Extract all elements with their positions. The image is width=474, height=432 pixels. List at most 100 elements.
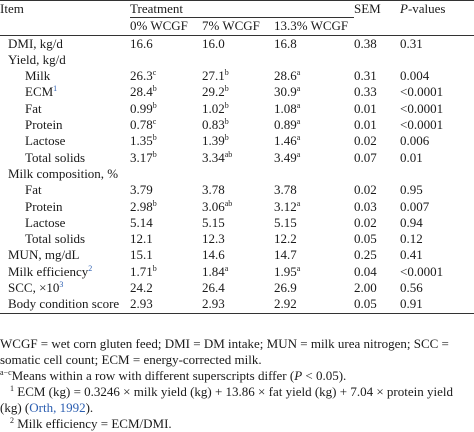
footnote-1-cont-after: ). (85, 400, 94, 415)
value-text: 2.98 (130, 198, 153, 214)
significance-superscript: b (224, 100, 229, 110)
value-text: 0.89 (274, 117, 297, 133)
value-text: 1.46 (274, 133, 297, 149)
value-text: 0.78 (130, 117, 153, 133)
sem-cell: 0.02 (354, 133, 377, 149)
value-cell: 3.78 (274, 182, 354, 198)
table-row: Fat 0.99b 1.02b 1.08a 0.01 <0.0001 (0, 101, 474, 117)
significance-superscript: a (296, 263, 301, 273)
value-cell: 3.79 (130, 182, 202, 198)
header-col-0: 0% WCGF (130, 17, 202, 36)
value-text: 1.95 (274, 263, 297, 279)
value-cell: 12.1 (130, 231, 202, 247)
header-col-2: 13.3% WCGF (274, 17, 354, 36)
value-cell: 1.39b (202, 133, 274, 149)
significance-superscript: b (224, 117, 229, 127)
value-text: 27.1 (202, 68, 225, 84)
value-text: 2.92 (274, 296, 297, 312)
value-cell (202, 52, 274, 68)
value-cell: 3.78 (202, 182, 274, 198)
row-label: SCC, ×103 (0, 280, 130, 296)
row-label: Total solids (0, 150, 130, 166)
significance-superscript: ab (224, 149, 233, 159)
sem-cell: 0.07 (354, 149, 377, 165)
value-text: 1.35 (130, 133, 153, 149)
sem-cell: 0.31 (354, 68, 377, 84)
value-text: 28.4 (130, 84, 153, 100)
row-label: Protein (0, 199, 130, 215)
row-label-text: Milk efficiency (8, 263, 89, 279)
row-label: Fat (0, 182, 130, 198)
value-text: 3.49 (274, 149, 297, 165)
value-text: 12.1 (130, 231, 153, 247)
pvalue-cell: 0.006 (400, 133, 430, 149)
significance-superscript: b (224, 68, 229, 78)
row-label-text: Lactose (25, 214, 66, 230)
table-row: Milk 26.3c 27.1b 28.6a 0.31 0.004 (0, 68, 474, 84)
value-text: 26.9 (274, 280, 297, 296)
value-text: 12.3 (202, 231, 225, 247)
value-text: 0.83 (202, 117, 225, 133)
row-label-footnote-marker[interactable]: 1 (53, 84, 58, 94)
abbrev-note-line-2: somatic cell count; ECM = energy-correct… (0, 352, 262, 367)
orth-1992-citation-link[interactable]: Orth, 1992 (29, 400, 86, 415)
value-text: 3.79 (130, 182, 153, 198)
row-label-text: ECM (25, 84, 54, 100)
value-cell: 16.0 (202, 35, 274, 52)
table-row: Protein 2.98b 3.06ab 3.12a 0.03 0.007 (0, 199, 474, 215)
row-label-text: Fat (25, 100, 42, 116)
header-row-1: Item Treatment SEM P-values (0, 0, 474, 19)
footnote-1-text: ECM (kg) = 0.3246 × milk yield (kg) + 13… (17, 384, 453, 399)
value-text: 1.71 (130, 263, 153, 279)
value-cell: 28.4b (130, 84, 202, 100)
value-cell: 29.2b (202, 84, 274, 100)
value-cell: 2.92 (274, 296, 354, 314)
value-cell: 30.9a (274, 84, 354, 100)
value-text: 12.2 (274, 231, 297, 247)
value-text: 16.6 (130, 35, 153, 51)
value-cell: 27.1b (202, 68, 274, 84)
table-row: Milk efficiency2 1.71b 1.84a 1.95a 0.04 <0.00… (0, 264, 474, 280)
pvalue-cell: <0.0001 (400, 117, 444, 133)
value-cell: 16.8 (274, 35, 354, 52)
significance-superscript: a (296, 84, 301, 94)
row-label: DMI, kg/d (0, 35, 130, 52)
value-cell: 16.6 (130, 35, 202, 52)
value-cell: 1.95a (274, 264, 354, 280)
value-text: 26.4 (202, 280, 225, 296)
value-text: 15.1 (130, 247, 153, 263)
row-label: Milk efficiency2 (0, 264, 130, 280)
pvalue-cell: 0.94 (400, 214, 423, 230)
table-row: ECM1 28.4b 29.2b 30.9a 0.33 <0.0001 (0, 84, 474, 100)
significance-superscript: b (224, 84, 229, 94)
header-col-1: 7% WCGF (202, 17, 274, 36)
value-cell: 0.99b (130, 101, 202, 117)
value-text: 5.15 (202, 214, 225, 230)
row-label-footnote-marker[interactable]: 3 (59, 280, 64, 290)
value-cell: 28.6a (274, 68, 354, 84)
pvalue-cell: 0.12 (400, 231, 423, 247)
value-cell: 3.34ab (202, 150, 274, 166)
sem-cell: 0.38 (354, 35, 377, 51)
footnote-1: 1 ECM (kg) = 0.3246 × milk yield (kg) + … (0, 384, 474, 400)
significance-superscript: b (152, 149, 157, 159)
significance-superscript: a (296, 198, 301, 208)
sem-cell: 0.04 (354, 263, 377, 279)
pvalue-cell (400, 52, 474, 68)
row-label: Milk (0, 68, 130, 84)
value-cell: 3.06ab (202, 199, 274, 215)
sem-cell: 0.01 (354, 117, 377, 133)
nutrition-table: Item Treatment SEM P-values 0% WCGF 7% W… (0, 0, 474, 314)
pvalue-cell: 0.01 (400, 149, 423, 165)
value-text: 2.93 (202, 296, 225, 312)
row-label-text: Protein (25, 198, 63, 214)
value-cell: 1.71b (130, 264, 202, 280)
value-text: 3.06 (202, 198, 225, 214)
row-label-text: Milk (25, 68, 51, 84)
value-text: 3.78 (202, 182, 225, 198)
row-label-footnote-marker[interactable]: 2 (88, 263, 93, 273)
row-label: Fat (0, 101, 130, 117)
value-cell: 1.84a (202, 264, 274, 280)
table-row: SCC, ×103 24.2 26.4 26.9 2.00 0.56 (0, 280, 474, 296)
value-cell: 15.1 (130, 247, 202, 263)
